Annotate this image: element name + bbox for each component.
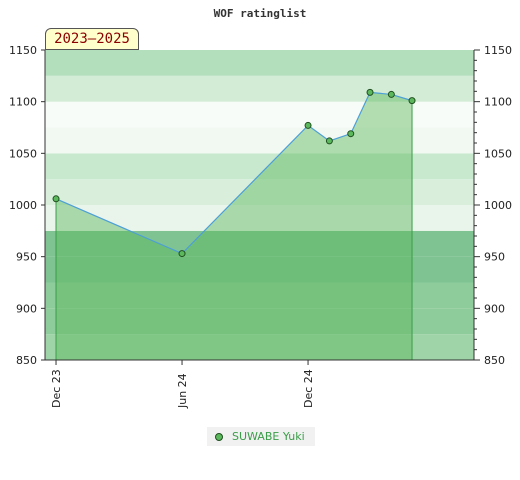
y-tick-label-left: 1150 bbox=[9, 44, 37, 57]
y-tick-label-right: 1100 bbox=[484, 96, 512, 109]
y-tick-label-left: 950 bbox=[16, 251, 37, 264]
data-point bbox=[304, 121, 312, 129]
y-tick-label-right: 1000 bbox=[484, 199, 512, 212]
series-area bbox=[56, 92, 413, 360]
data-point bbox=[52, 195, 60, 203]
x-tick-label: Dec 23 bbox=[50, 369, 63, 408]
y-tick-label-right: 950 bbox=[484, 251, 505, 264]
y-tick-label-right: 1050 bbox=[484, 147, 512, 160]
band bbox=[45, 230, 474, 257]
band bbox=[45, 205, 474, 231]
band bbox=[45, 179, 474, 205]
y-tick-label-right: 900 bbox=[484, 302, 505, 315]
area-layer bbox=[55, 91, 413, 360]
band bbox=[45, 101, 474, 128]
data-point bbox=[366, 88, 374, 96]
y-tick-label-left: 850 bbox=[16, 354, 37, 367]
legend-marker bbox=[215, 432, 223, 441]
band bbox=[45, 75, 474, 102]
data-point bbox=[325, 137, 333, 145]
series-line bbox=[55, 91, 413, 255]
data-point bbox=[408, 97, 416, 105]
x-axis: Dec 23 Jun 24 Dec 24 bbox=[45, 359, 474, 409]
band bbox=[45, 308, 474, 335]
y-tick-label-left: 900 bbox=[16, 302, 37, 315]
y-tick-label-left: 1100 bbox=[9, 96, 37, 109]
band bbox=[45, 334, 474, 360]
data-point bbox=[387, 90, 395, 98]
band bbox=[45, 282, 474, 309]
y-tick-label-right: 1150 bbox=[484, 44, 512, 57]
legend[interactable]: SUWABE Yuki bbox=[207, 427, 315, 446]
data-points bbox=[52, 88, 416, 258]
legend-label: SUWABE Yuki bbox=[232, 430, 305, 443]
y-tick-label-right: 850 bbox=[484, 354, 505, 367]
x-tick-label: Dec 24 bbox=[302, 369, 315, 408]
y-tick-label-left: 1000 bbox=[9, 199, 37, 212]
data-point bbox=[347, 130, 355, 138]
band bbox=[45, 127, 474, 154]
period-badge: 2023–2025 bbox=[45, 28, 139, 50]
band bbox=[45, 50, 474, 76]
chart-title: WOF ratinglist bbox=[214, 7, 307, 20]
y-tick-label-left: 1050 bbox=[9, 147, 37, 160]
y-axis-right: 850 900 950 1000 1050 1100 1150 bbox=[473, 44, 512, 367]
y-axis-left: 850 900 950 1000 1050 1100 1150 bbox=[9, 44, 46, 367]
data-point bbox=[178, 250, 186, 258]
band bbox=[45, 256, 474, 283]
x-tick-label: Jun 24 bbox=[176, 373, 189, 409]
